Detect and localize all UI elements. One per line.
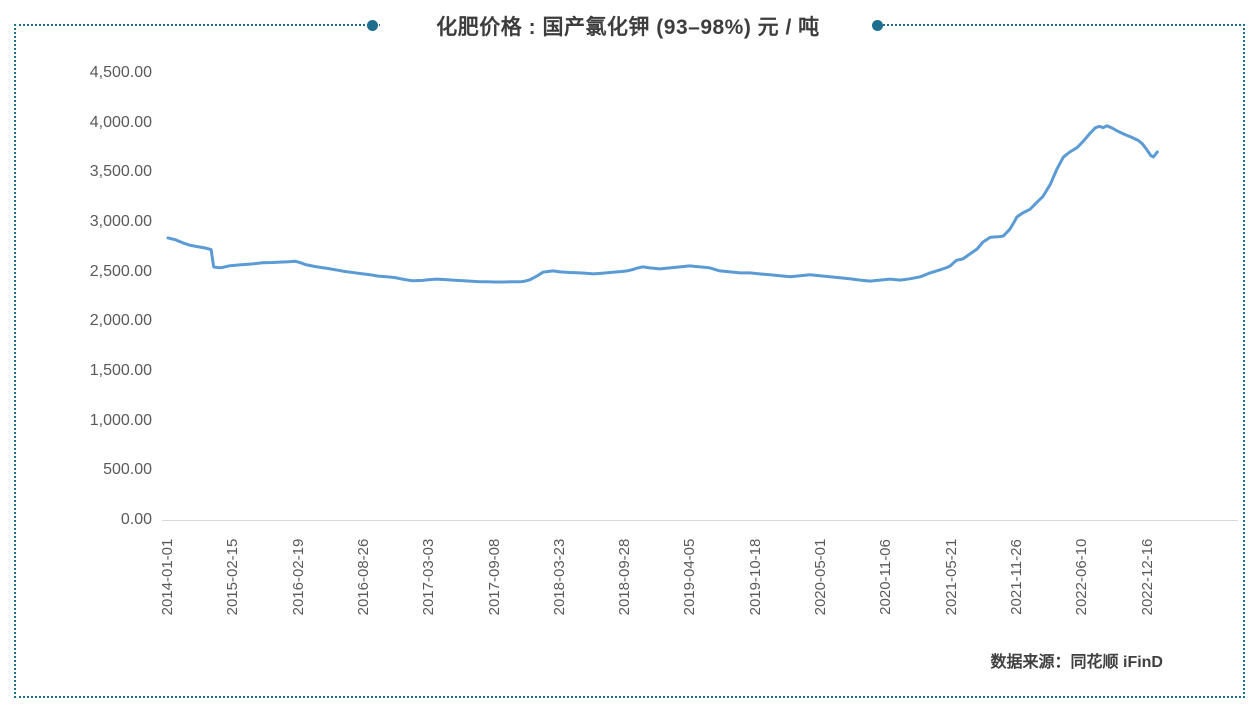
x-axis-tick-label: 2021-11-26: [1007, 539, 1025, 615]
y-axis-tick-label: 1,000.00: [89, 411, 152, 429]
x-axis-tick-label: 2019-04-05: [681, 538, 699, 616]
y-axis-tick-label: 3,500.00: [89, 163, 152, 181]
price-series-line: [166, 124, 1159, 284]
x-axis-tick-label: 2017-03-03: [420, 538, 438, 616]
x-axis-tick-label: 2019-10-18: [746, 538, 764, 616]
y-axis-tick-label: 500.00: [103, 461, 152, 479]
x-axis-tick-label: 2020-05-01: [812, 538, 829, 616]
x-axis-tick-label: 2021-05-21: [942, 538, 960, 616]
x-axis-line: [162, 520, 1238, 521]
y-axis-tick-label: 0.00: [120, 511, 152, 528]
x-axis-tick-label: 2016-08-26: [354, 538, 372, 616]
title-bullet-right-icon: [872, 20, 883, 31]
data-source-label: 数据来源：同花顺 iFinD: [990, 654, 1163, 671]
y-axis-tick-label: 4,500.00: [89, 64, 152, 81]
x-axis-tick-label: 2014-01-01: [159, 538, 176, 616]
y-axis-tick-label: 1,500.00: [89, 362, 152, 379]
chart-title: 化肥价格 : 国产氯化钾 (93–98%) 元 / 吨: [380, 10, 876, 42]
y-axis-tick-label: 2,500.00: [89, 262, 152, 280]
x-axis-tick-label: 2018-09-28: [616, 538, 634, 616]
x-axis-tick-label: 2020-11-06: [877, 539, 895, 615]
x-axis-tick-label: 2015-02-15: [224, 538, 242, 616]
x-axis-tick-label: 2018-03-23: [550, 538, 568, 616]
y-axis-tick-label: 2,000.00: [89, 312, 152, 330]
x-axis-tick-label: 2022-06-10: [1073, 538, 1091, 616]
x-axis-tick-label: 2022-12-16: [1138, 538, 1156, 616]
title-bullet-left-icon: [367, 20, 378, 31]
y-axis-tick-label: 3,000.00: [89, 213, 152, 230]
y-axis-tick-label: 4,000.00: [89, 113, 152, 131]
x-axis-tick-label: 2017-09-08: [485, 538, 503, 616]
x-axis-tick-label: 2016-02-19: [289, 538, 307, 616]
